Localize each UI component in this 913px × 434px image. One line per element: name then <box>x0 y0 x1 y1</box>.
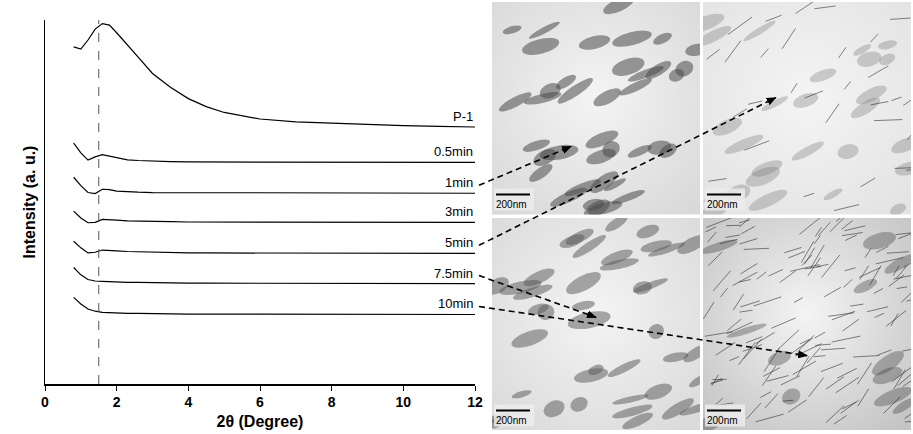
svg-text:1min: 1min <box>445 175 473 190</box>
svg-text:200nm: 200nm <box>707 414 738 425</box>
svg-text:5min: 5min <box>445 235 473 250</box>
svg-text:0: 0 <box>41 394 49 410</box>
svg-text:12: 12 <box>467 394 483 410</box>
svg-text:10: 10 <box>396 394 412 410</box>
svg-text:2θ (Degree): 2θ (Degree) <box>217 413 304 430</box>
svg-text:200nm: 200nm <box>496 414 527 425</box>
svg-text:4: 4 <box>184 394 192 410</box>
svg-text:P-1: P-1 <box>453 109 473 124</box>
svg-text:8: 8 <box>328 394 336 410</box>
svg-text:7.5min: 7.5min <box>434 266 473 281</box>
svg-text:200nm: 200nm <box>707 199 738 210</box>
svg-text:6: 6 <box>256 394 264 410</box>
svg-text:10min: 10min <box>438 296 473 311</box>
svg-text:200nm: 200nm <box>496 199 527 210</box>
svg-text:3min: 3min <box>445 204 473 219</box>
svg-text:0.5min: 0.5min <box>434 144 473 159</box>
svg-text:Intensity (a. u.): Intensity (a. u.) <box>21 146 38 259</box>
svg-text:2: 2 <box>113 394 121 410</box>
